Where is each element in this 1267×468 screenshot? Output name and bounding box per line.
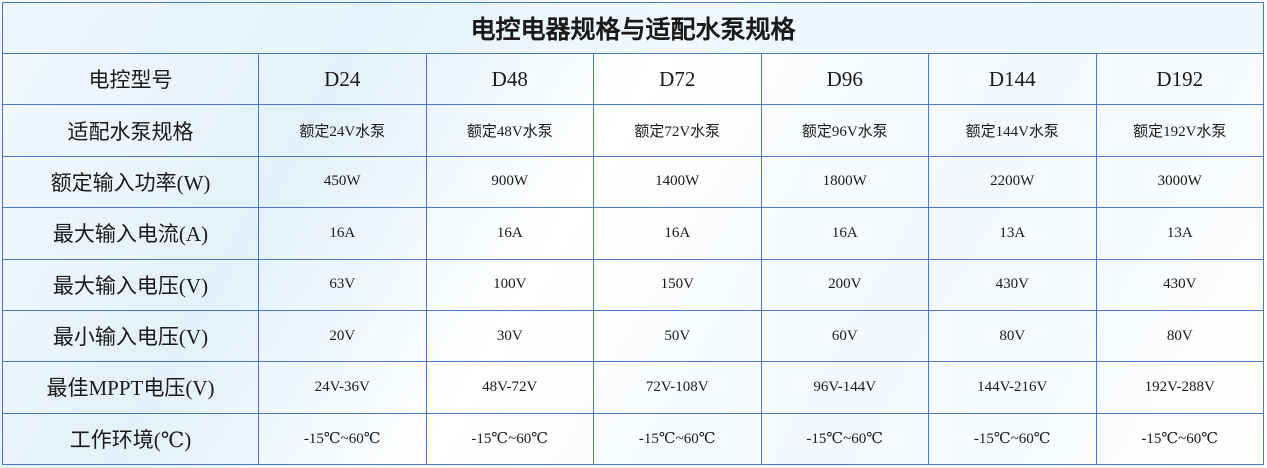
cell: 80V bbox=[928, 309, 1097, 363]
row-label: 额定输入功率(W) bbox=[2, 155, 259, 209]
column-header: D144 bbox=[928, 52, 1097, 106]
cell: 430V bbox=[1095, 258, 1264, 311]
cell: 1800W bbox=[760, 155, 929, 209]
cell: 13A bbox=[928, 207, 1097, 260]
cell: 1400W bbox=[593, 155, 762, 209]
cell: 额定24V水泵 bbox=[258, 104, 427, 157]
cell: 192V-288V bbox=[1095, 361, 1264, 414]
cell: 63V bbox=[258, 258, 427, 311]
cell: 430V bbox=[928, 258, 1097, 311]
cell: -15℃~60℃ bbox=[258, 412, 427, 466]
column-header: D72 bbox=[593, 52, 762, 106]
row-label: 最大输入电流(A) bbox=[2, 207, 259, 260]
cell: 144V-216V bbox=[928, 361, 1097, 414]
cell: 额定48V水泵 bbox=[425, 104, 594, 157]
table-row: 最大输入电压(V) 63V 100V 150V 200V 430V 430V bbox=[2, 258, 1264, 311]
column-header: D96 bbox=[760, 52, 929, 106]
column-header: D24 bbox=[258, 52, 427, 106]
row-label: 最佳MPPT电压(V) bbox=[2, 361, 259, 414]
title-row: 电控电器规格与适配水泵规格 bbox=[2, 2, 1264, 54]
table-row: 工作环境(℃) -15℃~60℃ -15℃~60℃ -15℃~60℃ -15℃~60℃ -… bbox=[2, 412, 1264, 466]
cell: 16A bbox=[593, 207, 762, 260]
cell: 20V bbox=[258, 309, 427, 363]
cell: 16A bbox=[425, 207, 594, 260]
cell: -15℃~60℃ bbox=[928, 412, 1097, 466]
cell: 200V bbox=[760, 258, 929, 311]
cell: 额定144V水泵 bbox=[928, 104, 1097, 157]
cell: -15℃~60℃ bbox=[425, 412, 594, 466]
cell: 80V bbox=[1095, 309, 1264, 363]
table-title: 电控电器规格与适配水泵规格 bbox=[2, 2, 1264, 54]
row-label: 适配水泵规格 bbox=[2, 104, 259, 157]
cell: 16A bbox=[258, 207, 427, 260]
cell: 100V bbox=[425, 258, 594, 311]
cell: 30V bbox=[425, 309, 594, 363]
cell: 13A bbox=[1095, 207, 1264, 260]
row-label: 最小输入电压(V) bbox=[2, 309, 259, 363]
table-row: 最小输入电压(V) 20V 30V 50V 60V 80V 80V bbox=[2, 309, 1264, 363]
table-row: 电控型号 D24 D48 D72 D96 D144 D192 bbox=[2, 52, 1264, 106]
cell: -15℃~60℃ bbox=[593, 412, 762, 466]
cell: 16A bbox=[760, 207, 929, 260]
cell: 150V bbox=[593, 258, 762, 311]
column-header: D48 bbox=[425, 52, 594, 106]
row-label: 最大输入电压(V) bbox=[2, 258, 259, 311]
cell: 50V bbox=[593, 309, 762, 363]
row-label: 工作环境(℃) bbox=[2, 412, 259, 466]
table-row: 最佳MPPT电压(V) 24V-36V 48V-72V 72V-108V 96V-144… bbox=[2, 361, 1264, 414]
cell: -15℃~60℃ bbox=[760, 412, 929, 466]
cell: 900W bbox=[425, 155, 594, 209]
table-row: 适配水泵规格 额定24V水泵 额定48V水泵 额定72V水泵 额定96V水泵 额定144V… bbox=[2, 104, 1264, 157]
cell: 24V-36V bbox=[258, 361, 427, 414]
cell: 3000W bbox=[1095, 155, 1264, 209]
table-row: 最大输入电流(A) 16A 16A 16A 16A 13A 13A bbox=[2, 207, 1264, 260]
cell: 2200W bbox=[928, 155, 1097, 209]
cell: 额定72V水泵 bbox=[593, 104, 762, 157]
cell: 96V-144V bbox=[760, 361, 929, 414]
table-row: 额定输入功率(W) 450W 900W 1400W 1800W 2200W 3000W bbox=[2, 155, 1264, 209]
cell: -15℃~60℃ bbox=[1095, 412, 1264, 466]
cell: 额定192V水泵 bbox=[1095, 104, 1264, 157]
row-label: 电控型号 bbox=[2, 52, 259, 106]
cell: 额定96V水泵 bbox=[760, 104, 929, 157]
cell: 450W bbox=[258, 155, 427, 209]
cell: 48V-72V bbox=[425, 361, 594, 414]
column-header: D192 bbox=[1095, 52, 1264, 106]
cell: 72V-108V bbox=[593, 361, 762, 414]
cell: 60V bbox=[760, 309, 929, 363]
